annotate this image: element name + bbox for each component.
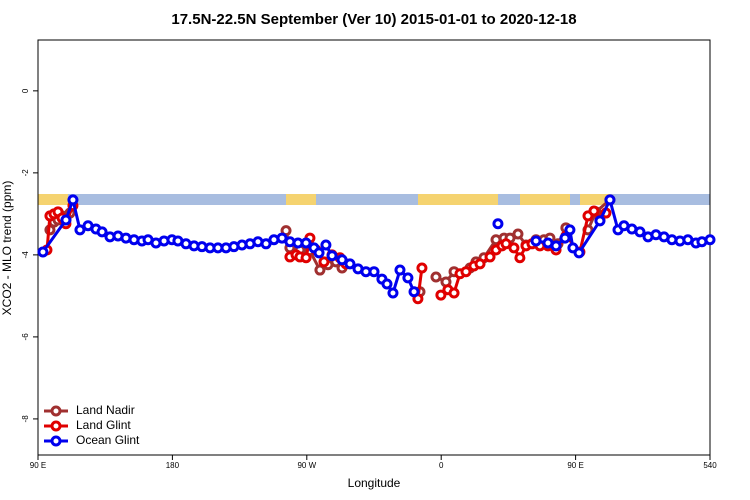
point bbox=[300, 237, 312, 249]
point bbox=[634, 226, 646, 238]
point bbox=[435, 289, 447, 301]
point bbox=[344, 258, 356, 270]
plot-frame bbox=[37, 39, 711, 456]
x-tick-label: 0 bbox=[439, 461, 444, 470]
land-mask-strip bbox=[38, 194, 710, 205]
point bbox=[60, 214, 72, 226]
point bbox=[604, 194, 616, 206]
point bbox=[96, 226, 108, 238]
x-tick-label: 90 E bbox=[567, 461, 583, 470]
point bbox=[430, 271, 442, 283]
y-axis-label: XCO2 - MLO trend (ppm) bbox=[0, 181, 14, 316]
point bbox=[368, 266, 380, 278]
point bbox=[408, 286, 420, 298]
point bbox=[514, 252, 526, 264]
x-tick-label: 540 bbox=[703, 461, 717, 470]
series-2 bbox=[37, 194, 716, 299]
point bbox=[704, 234, 716, 246]
y-tick-label: -6 bbox=[21, 333, 30, 341]
legend-label: Land Glint bbox=[76, 418, 131, 432]
point bbox=[326, 250, 338, 262]
point bbox=[530, 235, 542, 247]
point bbox=[300, 252, 312, 264]
point bbox=[460, 266, 472, 278]
point bbox=[573, 247, 585, 259]
legend-label: Ocean Glint bbox=[76, 433, 140, 447]
y-tick-label: -2 bbox=[21, 169, 30, 177]
point bbox=[474, 258, 486, 270]
chart-title: 17.5N-22.5N September (Ver 10) 2015-01-0… bbox=[171, 11, 576, 28]
point bbox=[381, 278, 393, 290]
point bbox=[564, 224, 576, 236]
point bbox=[387, 287, 399, 299]
point bbox=[588, 205, 600, 217]
point bbox=[260, 238, 272, 250]
point bbox=[320, 239, 332, 251]
y-tick-label: 0 bbox=[21, 88, 30, 93]
x-tick-label: 90 E bbox=[30, 461, 46, 470]
series-line bbox=[45, 205, 608, 299]
point bbox=[508, 242, 520, 254]
x-tick-label: 180 bbox=[166, 461, 180, 470]
y-tick-label: -4 bbox=[21, 251, 30, 259]
x-axis-label: Longitude bbox=[348, 476, 401, 490]
point bbox=[448, 287, 460, 299]
point bbox=[402, 272, 414, 284]
y-tick-label: -8 bbox=[21, 415, 30, 423]
point bbox=[416, 262, 428, 274]
point bbox=[37, 246, 49, 258]
legend-marker bbox=[50, 420, 62, 432]
point bbox=[394, 264, 406, 276]
point bbox=[492, 218, 504, 230]
point bbox=[484, 251, 496, 263]
point bbox=[318, 256, 330, 268]
legend-marker bbox=[50, 405, 62, 417]
point bbox=[314, 264, 326, 276]
point bbox=[512, 228, 524, 240]
point bbox=[67, 194, 79, 206]
point bbox=[550, 240, 562, 252]
legend-marker bbox=[50, 435, 62, 447]
legend-label: Land Nadir bbox=[76, 403, 135, 417]
point bbox=[500, 238, 512, 250]
point bbox=[313, 247, 325, 259]
series-1 bbox=[41, 200, 612, 305]
x-tick-label: 90 W bbox=[297, 461, 316, 470]
point bbox=[74, 224, 86, 236]
point bbox=[336, 254, 348, 266]
point bbox=[594, 215, 606, 227]
point bbox=[559, 232, 571, 244]
